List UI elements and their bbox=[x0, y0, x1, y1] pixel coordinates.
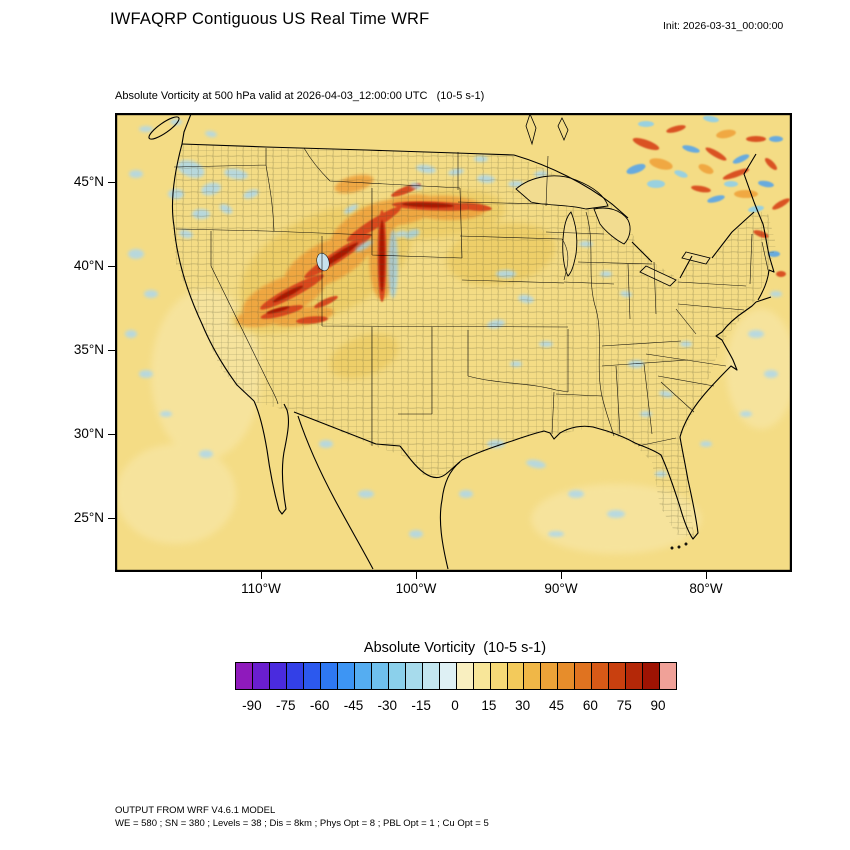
colorbar-cell bbox=[320, 663, 338, 689]
colorbar-cell bbox=[592, 663, 610, 689]
colorbar-cell bbox=[354, 663, 372, 689]
lon-tick-mark bbox=[416, 571, 418, 579]
colorbar-tick-label: -60 bbox=[309, 698, 330, 713]
init-timestamp: Init: 2026-03-31_00:00:00 bbox=[663, 20, 784, 32]
colorbar-cell bbox=[507, 663, 525, 689]
colorbar-cell bbox=[439, 663, 457, 689]
lon-tick-label: 90°W bbox=[544, 581, 578, 596]
lat-tick-mark bbox=[108, 266, 116, 268]
lat-tick-mark bbox=[108, 350, 116, 352]
lat-tick-mark bbox=[108, 518, 116, 520]
great-lakes bbox=[515, 175, 711, 287]
colorbar-cell bbox=[388, 663, 406, 689]
lat-tick-label: 40°N bbox=[73, 258, 104, 273]
colorbar-tick-label: 45 bbox=[549, 698, 565, 713]
lon-tick-mark bbox=[706, 571, 708, 579]
colorbar-title: Absolute Vorticity (10-5 s-1) bbox=[363, 640, 547, 656]
colorbar-cell bbox=[456, 663, 474, 689]
footer: OUTPUT FROM WRF V4.6.1 MODEL WE = 580 ; … bbox=[115, 805, 489, 830]
lat-tick-label: 45°N bbox=[73, 174, 104, 189]
colorbar-ticks: -90 -75 -60 -45 -30 -15 0 15 30 45 60 75 90 bbox=[235, 698, 675, 716]
lon-tick-label: 80°W bbox=[689, 581, 723, 596]
map-frame: 45°N 40°N 35°N 30°N 25°N 110°W 100°W 90°W 80°W bbox=[74, 113, 792, 596]
colorbar-cell bbox=[524, 663, 542, 689]
lat-tick-mark bbox=[108, 434, 116, 436]
colorbar-tick-label: -30 bbox=[377, 698, 398, 713]
colorbar-cell bbox=[473, 663, 491, 689]
map-border bbox=[116, 114, 791, 571]
state-borders bbox=[173, 147, 769, 447]
colorbar-cell bbox=[609, 663, 627, 689]
colorbar-tick-label: 90 bbox=[650, 698, 666, 713]
canada-lakes bbox=[525, 114, 569, 146]
vorticity-map bbox=[116, 114, 791, 571]
lat-tick-label: 30°N bbox=[73, 426, 104, 441]
footer-config-line: WE = 580 ; SN = 380 ; Levels = 38 ; Dis … bbox=[115, 817, 489, 829]
lat-tick-label: 25°N bbox=[73, 510, 104, 525]
colorbar-tick-label: 0 bbox=[451, 698, 459, 713]
colorbar-tick-label: 75 bbox=[616, 698, 632, 713]
colorbar-cell bbox=[303, 663, 321, 689]
colorbar-cell bbox=[643, 663, 661, 689]
colorbar-cell bbox=[490, 663, 508, 689]
colorbar-cell bbox=[660, 663, 677, 689]
lon-tick-label: 110°W bbox=[241, 581, 281, 596]
lon-tick-label: 100°W bbox=[395, 581, 437, 596]
colorbar-cell bbox=[252, 663, 270, 689]
colorbar-tick-label: 15 bbox=[481, 698, 497, 713]
colorbar-cell bbox=[422, 663, 440, 689]
colorbar-tick-label: 60 bbox=[582, 698, 598, 713]
colorbar-cell bbox=[575, 663, 593, 689]
colorbar-tick-label: -75 bbox=[276, 698, 296, 713]
colorbar-cell bbox=[541, 663, 559, 689]
great-salt-lake bbox=[316, 252, 330, 272]
colorbar-cell bbox=[286, 663, 304, 689]
colorbar-cell bbox=[269, 663, 287, 689]
colorbar-tick-label: -90 bbox=[242, 698, 262, 713]
colorbar-tick-label: 30 bbox=[515, 698, 531, 713]
colorbar-cell bbox=[405, 663, 423, 689]
lat-tick-mark bbox=[108, 182, 116, 184]
colorbar bbox=[235, 662, 677, 690]
colorbar-cell bbox=[558, 663, 576, 689]
colorbar-cell bbox=[626, 663, 644, 689]
lon-tick-mark bbox=[261, 571, 263, 579]
colorbar-cell bbox=[236, 663, 253, 689]
colorbar-cell bbox=[371, 663, 389, 689]
colorbar-cell bbox=[337, 663, 355, 689]
lon-tick-mark bbox=[561, 571, 563, 579]
footer-model-line: OUTPUT FROM WRF V4.6.1 MODEL bbox=[115, 805, 276, 816]
colorbar-tick-label: -15 bbox=[411, 698, 431, 713]
page-title: IWFAQRP Contiguous US Real Time WRF bbox=[110, 10, 430, 28]
plot-subtitle: Absolute Vorticity at 500 hPa valid at 2… bbox=[115, 90, 485, 102]
lat-tick-label: 35°N bbox=[73, 342, 104, 357]
colorbar-tick-label: -45 bbox=[343, 698, 364, 713]
coastlines bbox=[148, 114, 775, 570]
